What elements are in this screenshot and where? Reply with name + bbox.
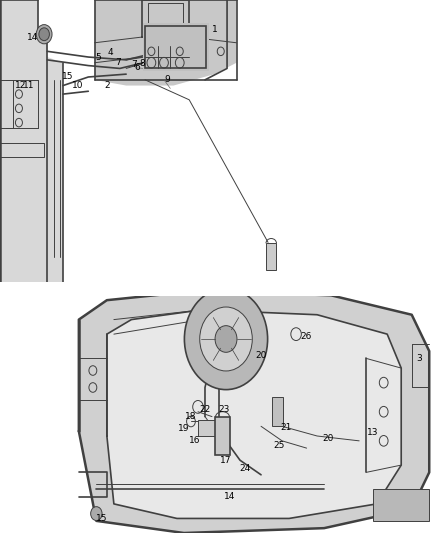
Text: 5: 5 <box>95 53 101 62</box>
Text: 20: 20 <box>255 351 267 360</box>
Text: 2: 2 <box>104 81 110 90</box>
Circle shape <box>39 28 49 41</box>
Bar <box>266 243 276 270</box>
Text: 16: 16 <box>189 437 200 446</box>
Circle shape <box>215 326 237 352</box>
Bar <box>145 26 206 68</box>
Text: 14: 14 <box>224 492 235 501</box>
Text: 7: 7 <box>115 58 121 67</box>
Text: 13: 13 <box>367 428 379 437</box>
Text: 11: 11 <box>23 81 35 90</box>
Text: 3: 3 <box>416 354 422 363</box>
Text: 19: 19 <box>178 424 190 433</box>
Polygon shape <box>373 489 429 521</box>
Bar <box>272 397 283 426</box>
Text: 26: 26 <box>300 332 311 341</box>
Circle shape <box>200 307 252 371</box>
Text: 4: 4 <box>108 49 113 57</box>
Polygon shape <box>107 310 401 519</box>
Text: 21: 21 <box>280 423 291 432</box>
Bar <box>215 417 230 455</box>
Text: 22: 22 <box>199 405 211 414</box>
Polygon shape <box>95 0 237 85</box>
Text: 17: 17 <box>220 456 232 465</box>
Text: 15: 15 <box>62 72 74 82</box>
Polygon shape <box>0 0 63 285</box>
Circle shape <box>184 288 268 390</box>
Text: 18: 18 <box>184 412 196 421</box>
Text: 1: 1 <box>212 26 217 35</box>
Circle shape <box>36 25 52 44</box>
Bar <box>198 420 215 436</box>
Polygon shape <box>79 290 429 533</box>
Bar <box>143 23 208 71</box>
Text: 9: 9 <box>164 75 170 84</box>
Circle shape <box>91 507 102 521</box>
Text: 12: 12 <box>15 81 26 90</box>
Text: 15: 15 <box>96 514 107 523</box>
Text: 14: 14 <box>28 33 39 42</box>
Text: 24: 24 <box>240 464 251 473</box>
Text: 6: 6 <box>134 63 140 72</box>
Text: 25: 25 <box>273 441 284 450</box>
Text: 7: 7 <box>131 60 137 69</box>
Text: 10: 10 <box>71 81 83 90</box>
Text: 23: 23 <box>219 405 230 414</box>
Text: 8: 8 <box>139 59 145 68</box>
Text: 20: 20 <box>322 434 333 443</box>
Bar <box>0 282 438 296</box>
